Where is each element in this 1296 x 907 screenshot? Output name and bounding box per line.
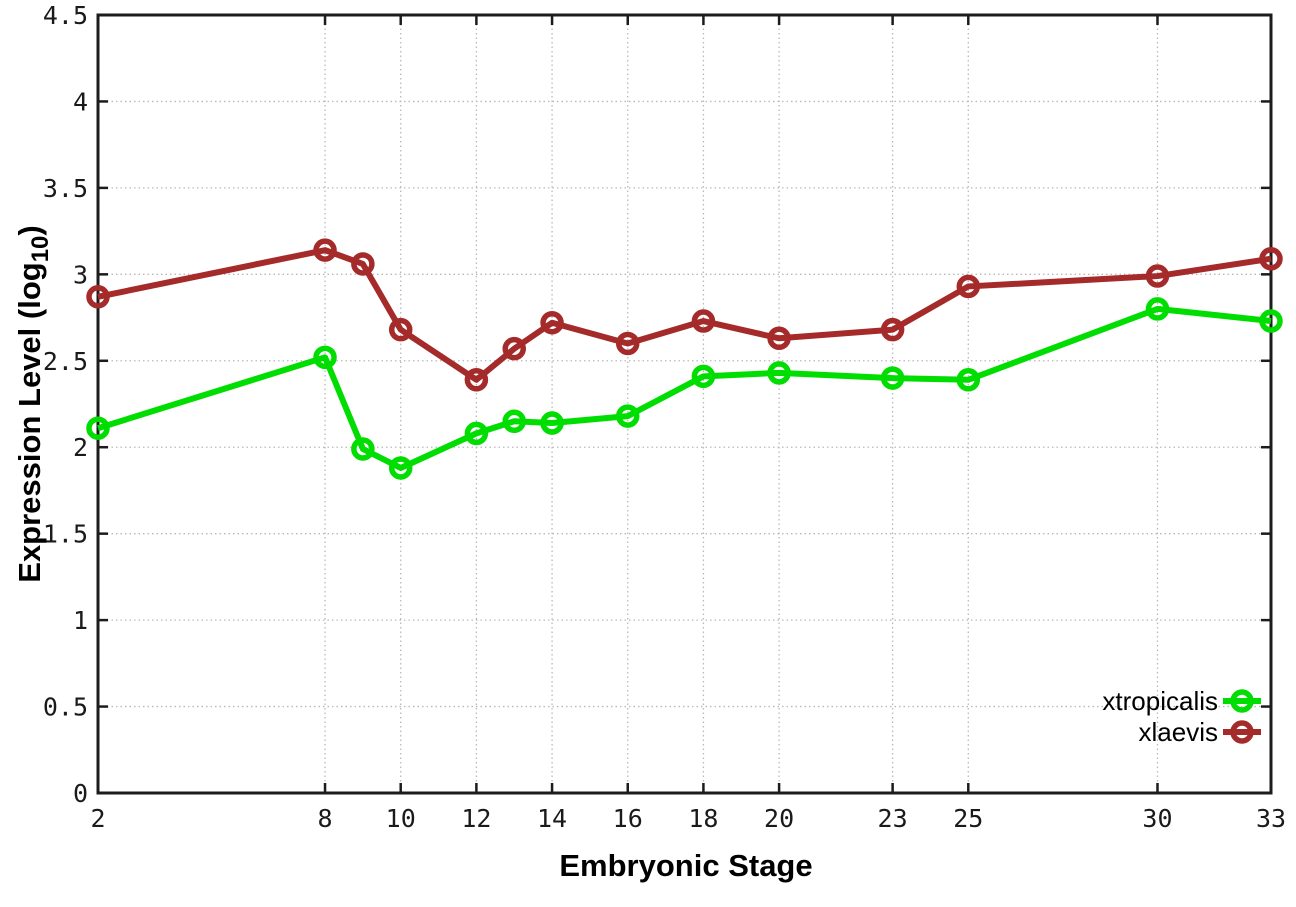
x-tick-label: 10 [386, 804, 416, 833]
x-tick-label: 30 [1142, 804, 1172, 833]
data-point-xtropicalis [540, 411, 564, 435]
x-tick-label: 25 [953, 804, 983, 833]
data-point-xlaevis [767, 326, 791, 351]
y-tick-label: 3 [73, 260, 88, 289]
gridlines [98, 15, 1271, 793]
x-tick-label: 12 [461, 804, 491, 833]
data-series [86, 238, 1283, 480]
series-line-xlaevis [97, 247, 1272, 383]
y-axis-title-suffix: ) [12, 225, 47, 235]
data-point-xlaevis [880, 317, 905, 342]
data-point-xtropicalis [880, 366, 905, 390]
y-tick-label: 4.5 [43, 1, 88, 30]
data-point-xlaevis [1145, 264, 1170, 288]
data-point-xlaevis [540, 310, 564, 335]
legend-key-marker-xtropicalis [1230, 689, 1254, 713]
legend: xtropicalis xlaevis [1102, 686, 1261, 747]
x-axis-title: Embryonic Stage [559, 848, 812, 883]
data-point-xlaevis [351, 252, 375, 276]
legend-key-marker-xlaevis [1230, 720, 1254, 744]
x-tick-label: 14 [537, 804, 567, 833]
tick-labels: 2 8 10 12 14 16 18 20 23 25 30 33 0 0.5 1 1.5 2 2.5 3 3.5 4 4… [43, 1, 1286, 833]
data-point-xtropicalis [1259, 309, 1283, 333]
data-point-xtropicalis [615, 404, 640, 428]
x-tick-label: 23 [878, 804, 908, 833]
y-axis-title: Expression Level (log10) [12, 225, 54, 582]
plot-border [96, 13, 1273, 795]
plot-border-box [96, 13, 1273, 795]
data-point-xlaevis [388, 317, 413, 342]
x-tick-label: 2 [90, 804, 105, 833]
data-point-xtropicalis [313, 345, 337, 370]
data-point-xlaevis [464, 368, 489, 392]
data-point-xtropicalis [388, 456, 413, 480]
y-tick-label: 4 [73, 87, 88, 116]
x-tick-label: 20 [764, 804, 794, 833]
data-point-xlaevis [691, 309, 716, 333]
y-tick-label: 1.5 [43, 520, 88, 549]
data-point-xtropicalis [502, 409, 526, 434]
y-tick-label: 2.5 [43, 347, 88, 376]
data-point-xlaevis [502, 336, 526, 361]
legend-item-xlaevis: xlaevis [1139, 717, 1261, 747]
y-tick-label: 3.5 [43, 174, 88, 203]
y-tick-label: 0 [73, 779, 88, 808]
data-point-xlaevis [86, 285, 110, 309]
y-tick-label: 1 [73, 606, 88, 635]
y-axis-title-prefix: Expression Level (log [12, 262, 47, 582]
data-point-xtropicalis [767, 361, 791, 385]
legend-label-xlaevis: xlaevis [1139, 717, 1218, 747]
legend-item-xtropicalis: xtropicalis [1102, 686, 1261, 716]
data-point-xlaevis [1259, 247, 1283, 271]
data-point-xtropicalis [351, 437, 375, 461]
data-point-xlaevis [313, 238, 337, 262]
data-point-xlaevis [615, 331, 640, 356]
y-tick-label: 0.5 [43, 693, 88, 722]
data-point-xlaevis [956, 274, 981, 299]
data-point-xtropicalis [691, 364, 716, 389]
data-point-xtropicalis [956, 368, 981, 392]
x-tick-label: 18 [688, 804, 718, 833]
series-line-xtropicalis [97, 305, 1272, 471]
x-tick-label: 16 [613, 804, 643, 833]
x-tick-label: 8 [318, 804, 333, 833]
y-tick-label: 2 [73, 433, 88, 462]
x-tick-label: 33 [1256, 804, 1286, 833]
legend-label-xtropicalis: xtropicalis [1102, 686, 1218, 716]
y-axis-title-subscript: 10 [27, 236, 54, 263]
axis-ticks [96, 13, 1273, 795]
data-point-xtropicalis [464, 421, 489, 446]
data-point-xtropicalis [86, 416, 110, 440]
data-point-xtropicalis [1145, 297, 1170, 321]
